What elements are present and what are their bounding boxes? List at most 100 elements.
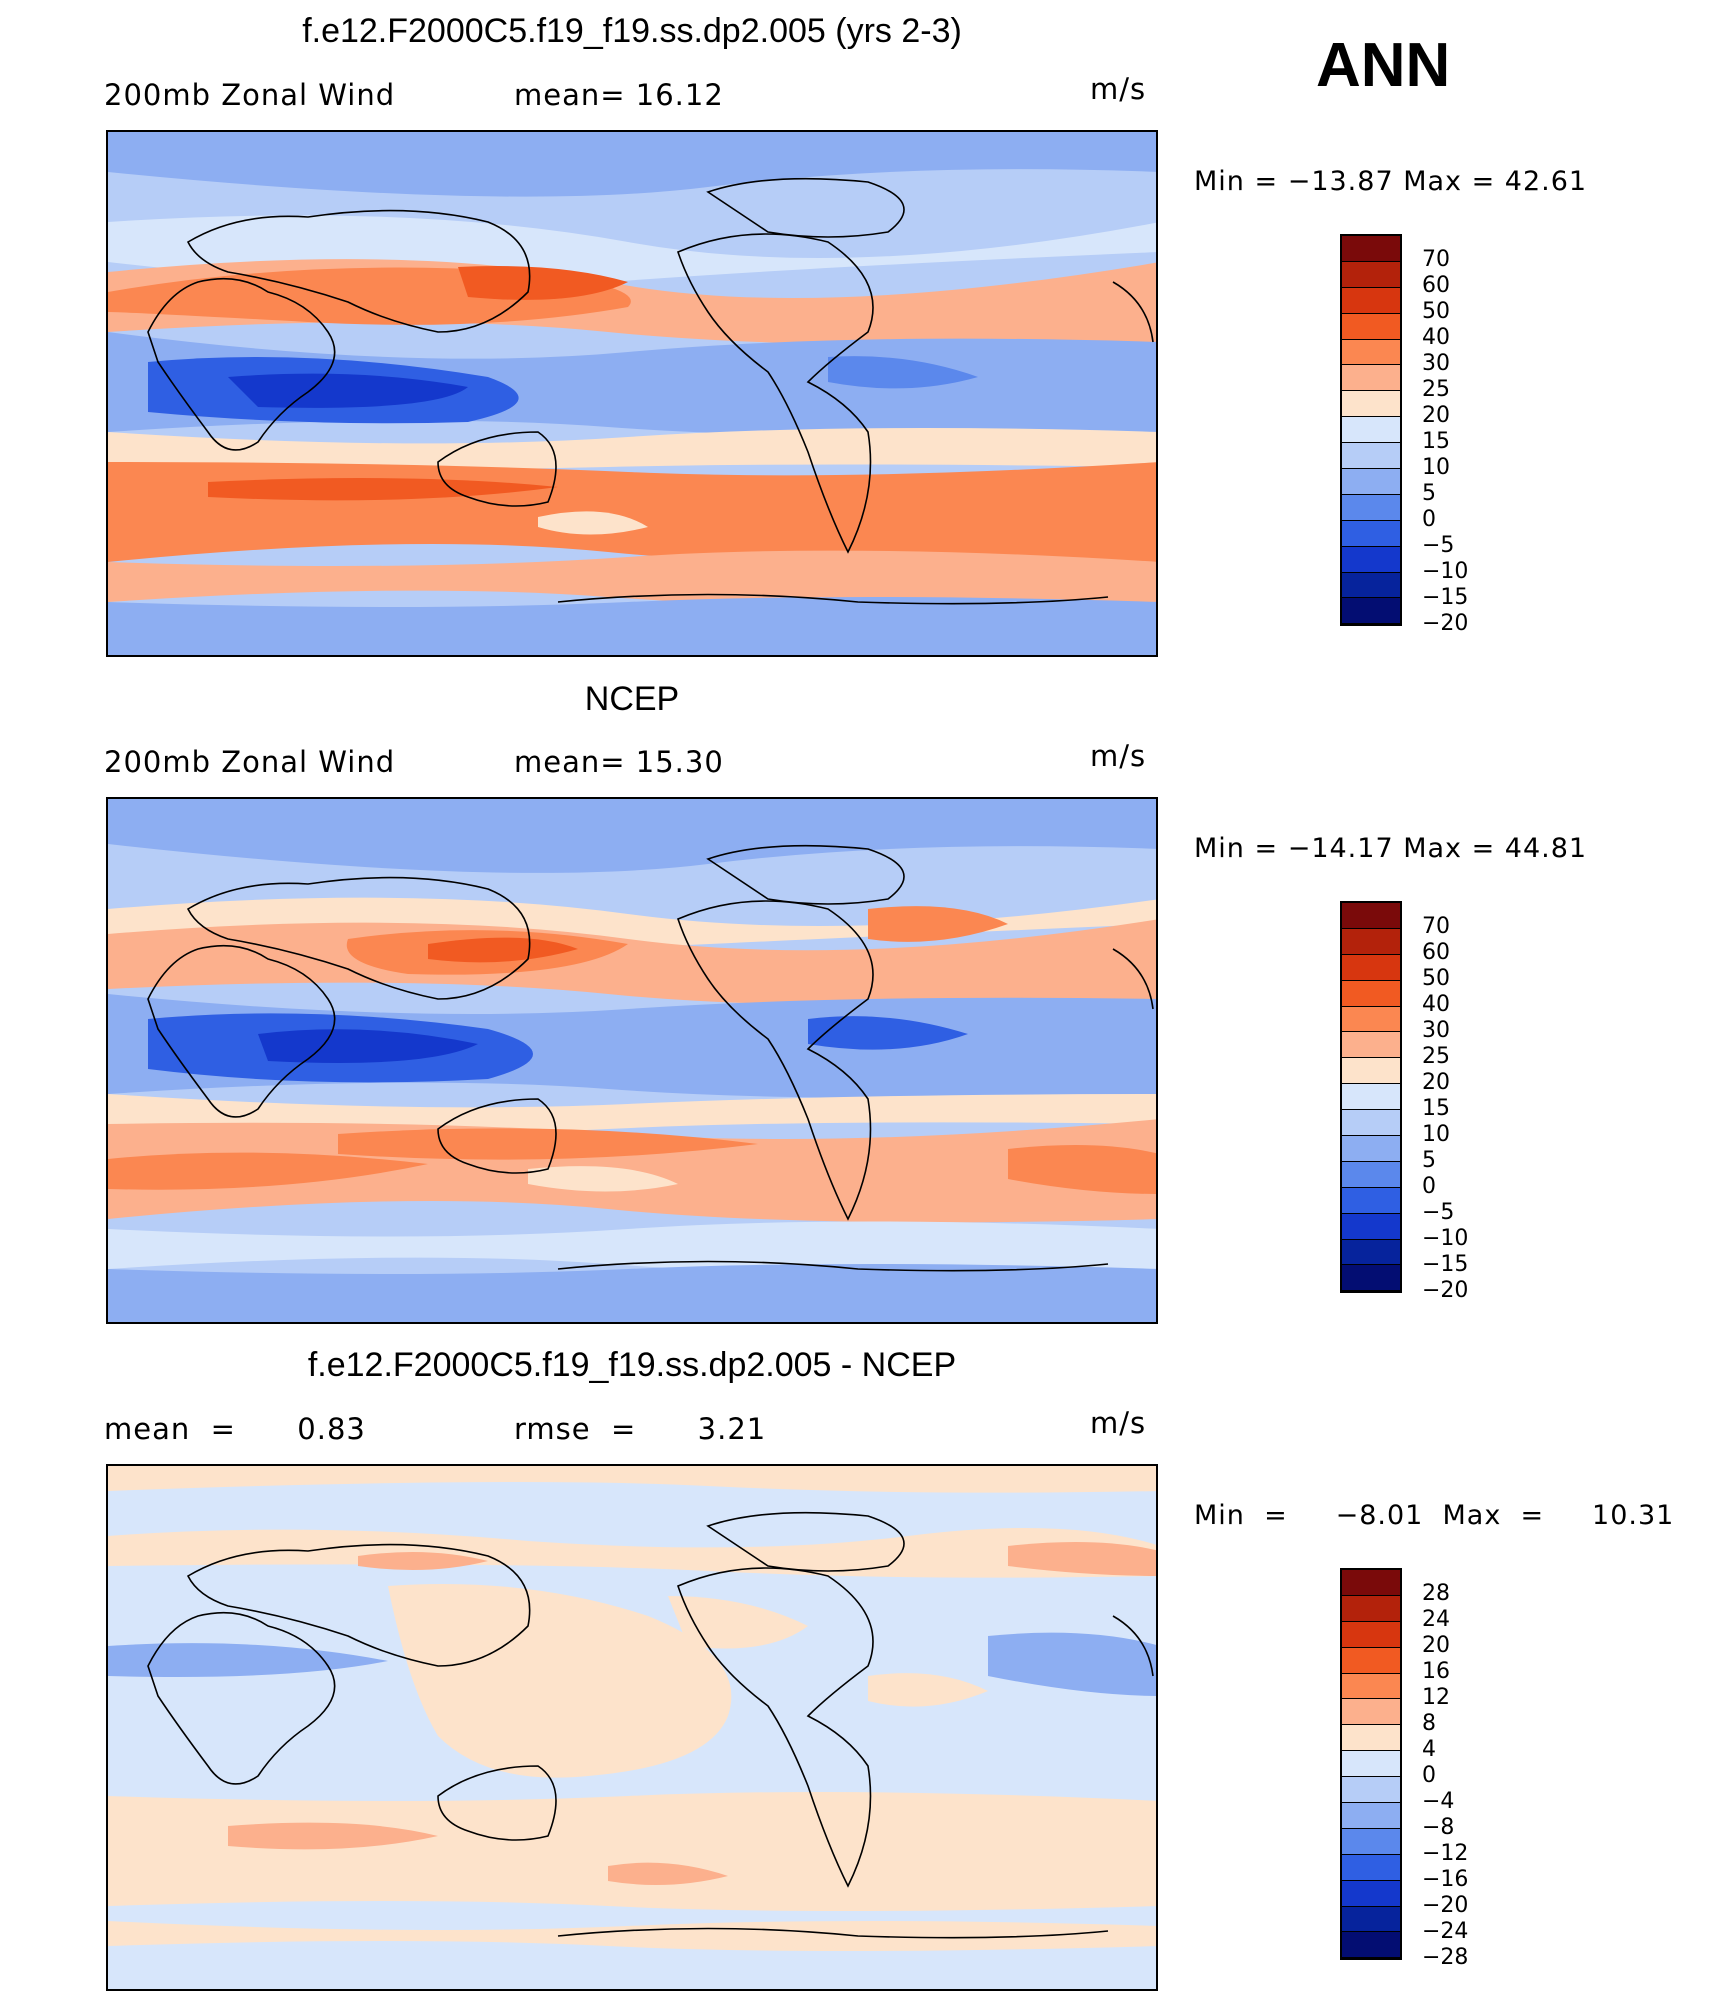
colorbar-tick-label: −20 xyxy=(1422,1893,1469,1918)
colorbar-tick-label: −15 xyxy=(1422,1252,1469,1277)
panel-1-colorbar-cell xyxy=(1342,572,1400,599)
panel-1-title: f.e12.F2000C5.f19_f19.ss.dp2.005 (yrs 2-… xyxy=(302,12,962,50)
colorbar-tick-label: 25 xyxy=(1422,1044,1450,1069)
panel-3-colorbar-cell xyxy=(1342,1725,1400,1752)
panel-3-mean-label: mean = 0.83 xyxy=(104,1412,366,1446)
panel-3-map xyxy=(106,1464,1158,1991)
colorbar-tick-label: −8 xyxy=(1422,1815,1455,1840)
panel-1-colorbar xyxy=(1340,234,1402,627)
colorbar-tick-label: −16 xyxy=(1422,1867,1469,1892)
panel-2-colorbar-cell xyxy=(1342,980,1400,1007)
panel-3-colorbar-cell xyxy=(1342,1803,1400,1829)
panel-2-colorbar-cell xyxy=(1342,954,1400,981)
colorbar-tick-label: 60 xyxy=(1422,940,1450,965)
season-label: ANN xyxy=(1316,31,1451,100)
panel-1-colorbar-cell xyxy=(1342,391,1400,418)
colorbar-tick-label: −5 xyxy=(1422,1200,1455,1225)
colorbar-tick-label: 40 xyxy=(1422,992,1450,1017)
colorbar-tick-label: 8 xyxy=(1422,1711,1436,1736)
colorbar-tick-label: 30 xyxy=(1422,1018,1450,1043)
colorbar-tick-label: 10 xyxy=(1422,455,1450,480)
colorbar-tick-label: 25 xyxy=(1422,377,1450,402)
colorbar-tick-label: 50 xyxy=(1422,299,1450,324)
panel-2-colorbar xyxy=(1340,901,1402,1294)
panel-1-colorbar-cell xyxy=(1342,443,1400,470)
colorbar-tick-label: −24 xyxy=(1422,1919,1469,1944)
panel-2-colorbar-cell xyxy=(1342,1110,1400,1137)
panel-1-colorbar-cell xyxy=(1342,494,1400,521)
panel-2-minmax: Min = −14.17 Max = 44.81 xyxy=(1194,833,1588,864)
panel-1-colorbar-cell xyxy=(1342,546,1400,573)
panel-3-colorbar-cell xyxy=(1342,1699,1400,1726)
colorbar-tick-label: 10 xyxy=(1422,1122,1450,1147)
panel-3-colorbar-cell xyxy=(1342,1932,1400,1959)
panel-2-colorbar-cell xyxy=(1342,1187,1400,1214)
colorbar-tick-label: −12 xyxy=(1422,1841,1469,1866)
colorbar-tick-label: 20 xyxy=(1422,403,1450,428)
colorbar-tick-label: 4 xyxy=(1422,1737,1436,1762)
panel-3-rmse-label: rmse = 3.21 xyxy=(514,1412,767,1446)
panel-3-colorbar-cell xyxy=(1342,1595,1400,1622)
panel-1-colorbar-cell xyxy=(1342,598,1400,625)
colorbar-tick-label: 0 xyxy=(1422,1763,1436,1788)
panel-3-colorbar-cell xyxy=(1342,1854,1400,1881)
colorbar-tick-label: 16 xyxy=(1422,1659,1450,1684)
colorbar-tick-label: −20 xyxy=(1422,1278,1469,1303)
colorbar-tick-label: 0 xyxy=(1422,1174,1436,1199)
panel-3-colorbar-cell xyxy=(1342,1880,1400,1907)
panel-3-colorbar-cell xyxy=(1342,1777,1400,1804)
colorbar-tick-label: 0 xyxy=(1422,507,1436,532)
panel-2-colorbar-cell xyxy=(1342,1136,1400,1162)
panel-3-colorbar-cell xyxy=(1342,1570,1400,1596)
colorbar-tick-label: −10 xyxy=(1422,1226,1469,1251)
colorbar-tick-label: 15 xyxy=(1422,1096,1450,1121)
panel-1-map xyxy=(106,130,1158,657)
panel-1-mean-label: mean= 16.12 xyxy=(514,78,724,112)
colorbar-tick-label: 40 xyxy=(1422,325,1450,350)
colorbar-tick-label: 5 xyxy=(1422,1148,1436,1173)
panel-2-colorbar-cell xyxy=(1342,928,1400,955)
panel-2-colorbar-cell xyxy=(1342,1265,1400,1292)
panel-2-map xyxy=(106,797,1158,1324)
colorbar-tick-label: 24 xyxy=(1422,1607,1450,1632)
colorbar-tick-label: 5 xyxy=(1422,481,1436,506)
colorbar-tick-label: 15 xyxy=(1422,429,1450,454)
panel-1-units: m/s xyxy=(1090,72,1147,106)
panel-1-minmax: Min = −13.87 Max = 42.61 xyxy=(1194,166,1588,197)
colorbar-tick-label: −10 xyxy=(1422,559,1469,584)
panel-3-colorbar-cell xyxy=(1342,1647,1400,1674)
panel-2-colorbar-cell xyxy=(1342,1084,1400,1111)
panel-2-title: NCEP xyxy=(584,680,680,718)
panel-3-colorbar xyxy=(1340,1568,1402,1961)
colorbar-tick-label: 12 xyxy=(1422,1685,1450,1710)
panel-3-title: f.e12.F2000C5.f19_f19.ss.dp2.005 - NCEP xyxy=(307,1346,957,1384)
panel-3-minmax: Min = −8.01 Max = 10.31 xyxy=(1194,1500,1675,1531)
colorbar-tick-label: 20 xyxy=(1422,1070,1450,1095)
colorbar-tick-label: −5 xyxy=(1422,533,1455,558)
panel-2-colorbar-cell xyxy=(1342,1032,1400,1059)
panel-1-colorbar-cell xyxy=(1342,236,1400,262)
panel-2-variable-label: 200mb Zonal Wind xyxy=(104,745,396,779)
colorbar-tick-label: −28 xyxy=(1422,1945,1469,1970)
panel-3-colorbar-cell xyxy=(1342,1751,1400,1778)
panel-2-colorbar-cell xyxy=(1342,1058,1400,1085)
panel-1-colorbar-cell xyxy=(1342,287,1400,314)
panel-2-colorbar-cell xyxy=(1342,1239,1400,1266)
panel-3-colorbar-cell xyxy=(1342,1828,1400,1855)
panel-1-colorbar-cell xyxy=(1342,339,1400,366)
panel-3-colorbar-cell xyxy=(1342,1621,1400,1648)
panel-1-colorbar-cell xyxy=(1342,313,1400,340)
panel-1-colorbar-cell xyxy=(1342,469,1400,495)
colorbar-tick-label: −4 xyxy=(1422,1789,1455,1814)
colorbar-tick-label: 70 xyxy=(1422,914,1450,939)
panel-3-colorbar-cell xyxy=(1342,1906,1400,1933)
colorbar-tick-label: 28 xyxy=(1422,1581,1450,1606)
panel-1-colorbar-cell xyxy=(1342,417,1400,444)
panel-2-colorbar-cell xyxy=(1342,1006,1400,1033)
panel-1-colorbar-cell xyxy=(1342,520,1400,547)
colorbar-tick-label: 20 xyxy=(1422,1633,1450,1658)
colorbar-tick-label: 60 xyxy=(1422,273,1450,298)
panel-1-colorbar-cell xyxy=(1342,261,1400,288)
panel-1-colorbar-cell xyxy=(1342,365,1400,392)
panel-2-colorbar-cell xyxy=(1342,1161,1400,1188)
